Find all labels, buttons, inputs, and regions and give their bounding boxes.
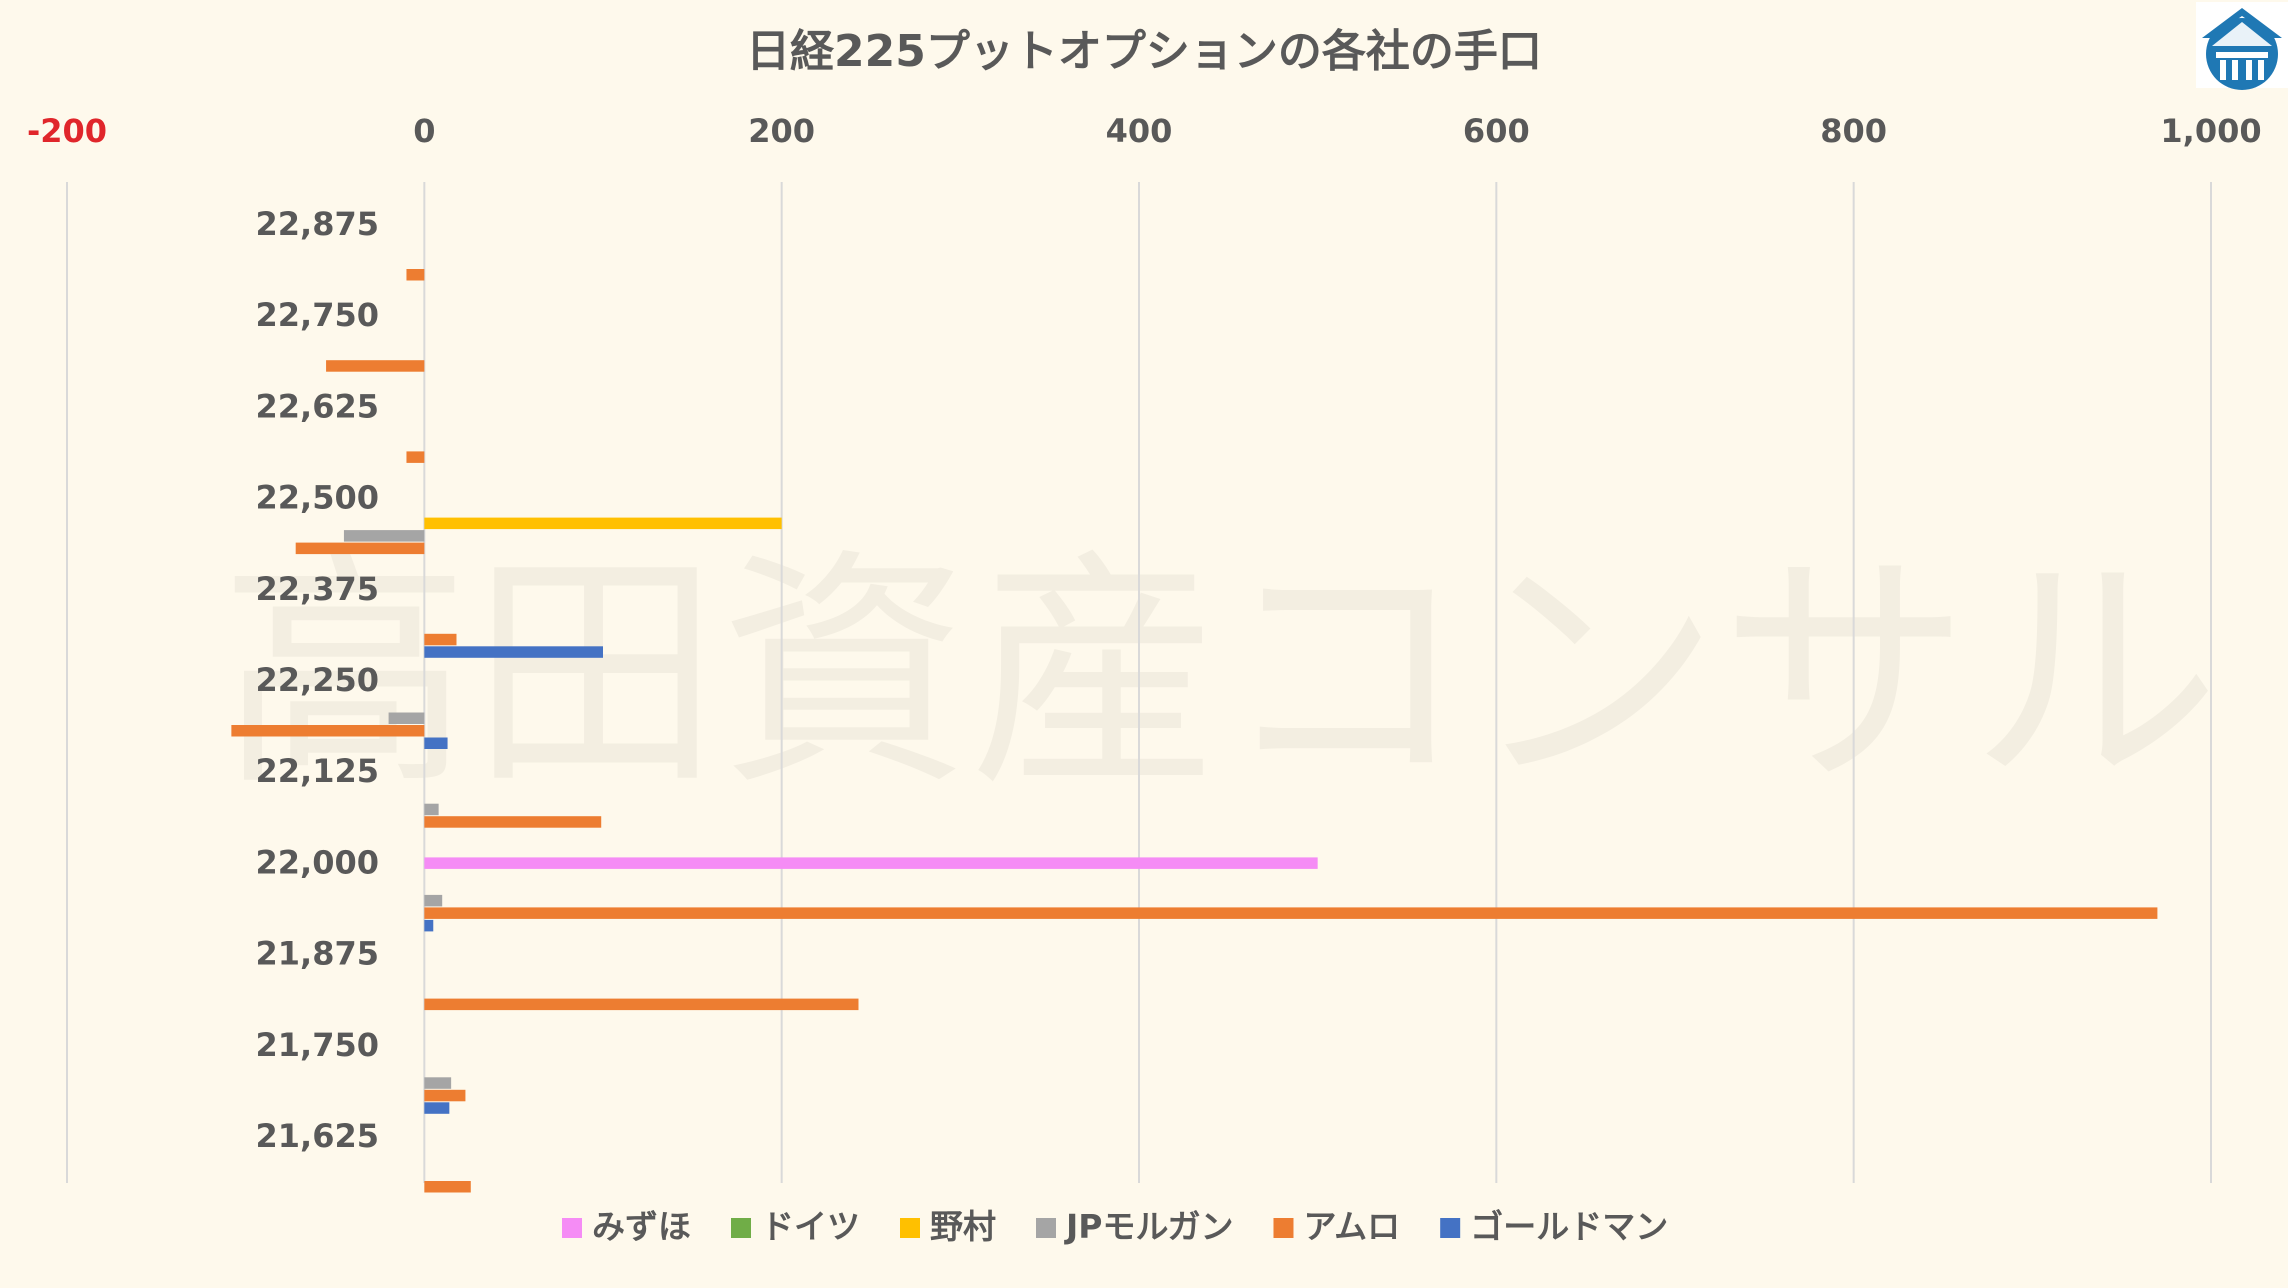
bar-8-4: [424, 998, 859, 1011]
bar-9-4: [424, 1089, 466, 1102]
bar-6-3: [424, 803, 439, 816]
y-tick-label-10: 21,625: [256, 1117, 379, 1155]
legend: みずほ ドイツ 野村 JPモルガン アムロ ゴールドマン: [562, 1207, 1668, 1246]
y-tick-label-9: 21,750: [256, 1026, 379, 1064]
bar-5-3: [388, 712, 425, 724]
bar-3-4: [295, 542, 425, 555]
y-tick-label-8: 21,875: [256, 935, 379, 973]
bar-7-3: [424, 894, 443, 907]
y-tick-label-7: 22,000: [256, 843, 379, 881]
bar-0-4: [406, 269, 425, 281]
x-tick-label-2: 200: [748, 112, 815, 150]
x-tick-label-0: -200: [27, 112, 107, 150]
y-tick-labels: 22,875 22,750 22,625 22,500 22,375 22,250 22,1…: [256, 205, 379, 1155]
gridlines: [66, 182, 2212, 1183]
legend-label-3: JPモルガン: [1064, 1207, 1233, 1246]
bar-4-4: [424, 633, 457, 646]
x-tick-label-4: 600: [1463, 112, 1530, 150]
legend-label-4: アムロ: [1303, 1207, 1400, 1246]
bars: [231, 269, 2158, 1193]
legend-label-5: ゴールドマン: [1470, 1207, 1668, 1246]
y-tick-label-6: 22,125: [256, 752, 379, 790]
x-tick-label-5: 800: [1820, 112, 1887, 150]
y-tick-label-3: 22,500: [256, 479, 379, 517]
x-tick-labels: -200 0 200 400 600 800 1,000: [27, 112, 2262, 150]
y-tick-label-5: 22,250: [256, 661, 379, 699]
legend-swatch-1: [731, 1218, 751, 1238]
legend-swatch-5: [1440, 1218, 1461, 1238]
bar-5-4: [231, 725, 425, 737]
legend-swatch-0: [562, 1218, 582, 1238]
legend-swatch-3: [1036, 1218, 1056, 1238]
legend-swatch-2: [900, 1218, 920, 1238]
building-logo-icon: [2196, 2, 2288, 90]
y-tick-label-1: 22,750: [256, 296, 379, 334]
x-tick-label-3: 400: [1106, 112, 1173, 150]
legend-label-1: ドイツ: [761, 1207, 860, 1246]
legend-swatch-4: [1273, 1218, 1294, 1238]
bar-4-5: [424, 646, 603, 658]
x-tick-label-1: 0: [413, 112, 435, 150]
watermark: 高田資産コンサル: [220, 528, 2220, 819]
y-tick-label-4: 22,375: [256, 570, 379, 608]
x-tick-label-6: 1,000: [2160, 112, 2261, 150]
bar-9-3: [424, 1077, 452, 1089]
bar-7-5: [424, 919, 434, 932]
legend-label-2: 野村: [930, 1207, 996, 1246]
y-tick-label-2: 22,625: [256, 387, 379, 425]
bar-3-2: [424, 517, 782, 530]
bar-1-4: [326, 360, 425, 372]
y-tick-label-0: 22,875: [256, 205, 379, 243]
bar-9-5: [424, 1102, 450, 1114]
bar-7-4: [424, 907, 2158, 919]
bar-3-3: [343, 530, 425, 542]
bar-10-4: [424, 1181, 471, 1193]
bar-2-4: [406, 451, 425, 463]
legend-label-0: みずほ: [592, 1207, 691, 1246]
bar-6-4: [424, 816, 602, 828]
chart-title: 日経225プットオプションの各社の手口: [746, 26, 1542, 77]
bar-7-0: [424, 857, 1318, 869]
bar-5-5: [424, 737, 448, 749]
